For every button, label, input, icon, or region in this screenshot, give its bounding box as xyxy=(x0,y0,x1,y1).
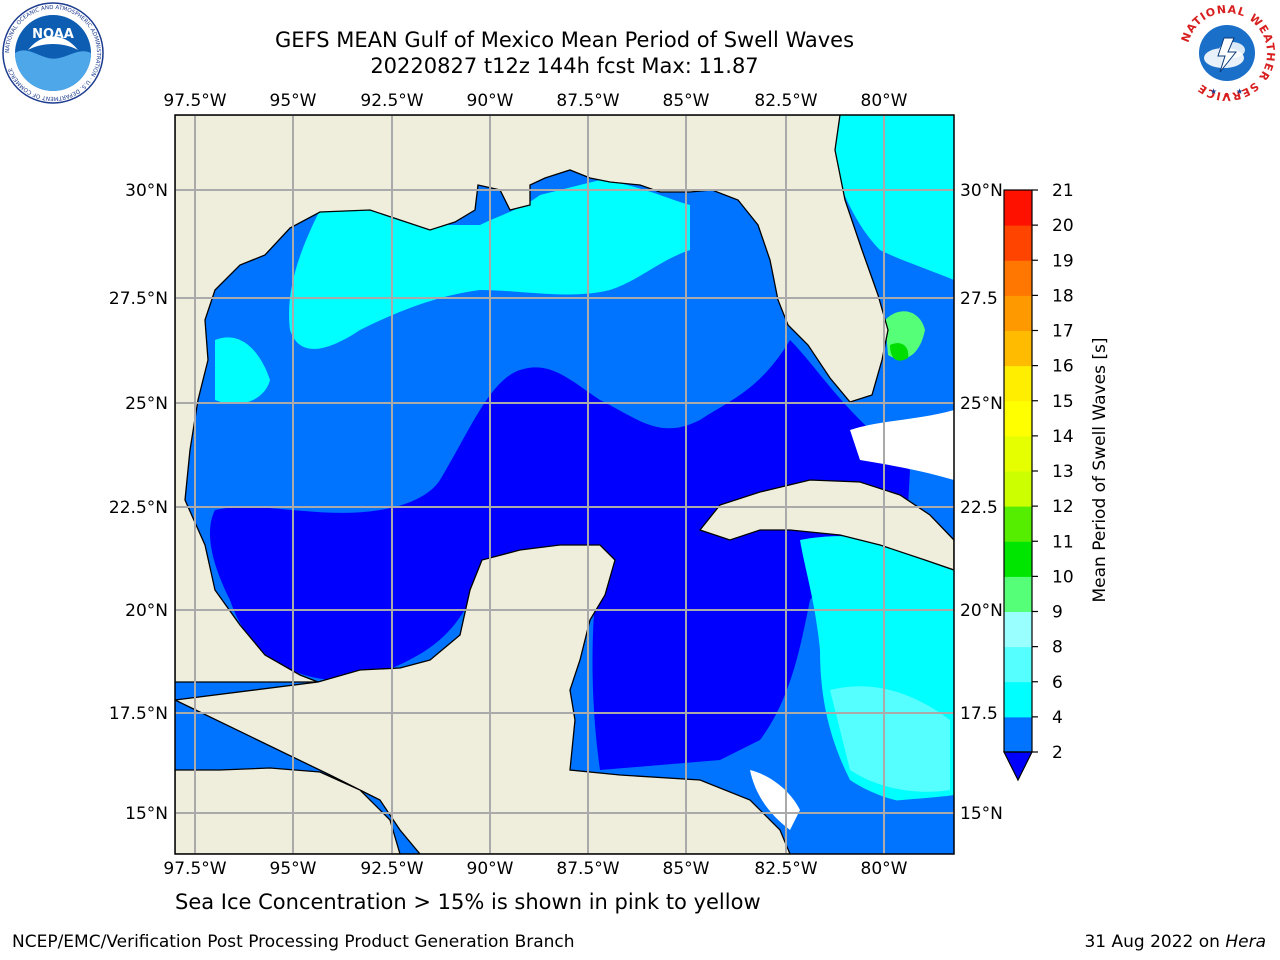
lat-label-right: 17.5 xyxy=(960,704,998,724)
lat-label-right: 27.5 xyxy=(960,289,998,309)
colorbar-tick-label: 13 xyxy=(1052,462,1074,482)
longitude-labels-top: 97.5°W 95°W 92.5°W 90°W 87.5°W 85°W 82.5°W 80°W xyxy=(163,91,907,111)
colorbar-segment xyxy=(1004,541,1032,577)
colorbar-segment xyxy=(1004,400,1032,437)
lon-label-top: 95°W xyxy=(270,91,317,111)
colorbar-segment xyxy=(1004,435,1032,472)
lat-label-left: 27.5°N xyxy=(109,289,168,309)
svg-text:★: ★ xyxy=(1210,87,1217,96)
colorbar: 2 4 6 8 9 10 11 12 13 14 15 16 17 18 19 20 21 xyxy=(1003,181,1074,782)
colorbar-segment xyxy=(1004,576,1032,612)
colorbar-label: Mean Period of Swell Waves [s] xyxy=(1090,338,1110,603)
sea-ice-note: Sea Ice Concentration > 15% is shown in … xyxy=(175,890,761,914)
colorbar-segment xyxy=(1004,260,1032,296)
lon-label-top: 87.5°W xyxy=(556,91,619,111)
map-subtitle: 20220827 t12z 144h fcst Max: 11.87 xyxy=(370,54,759,78)
footer-credit: NCEP/EMC/Verification Post Processing Pr… xyxy=(12,932,575,952)
lat-label-left: 17.5°N xyxy=(109,704,168,724)
period-zone-10-11-florida xyxy=(890,343,909,361)
svg-text:★: ★ xyxy=(1236,87,1243,96)
colorbar-tick-label: 14 xyxy=(1052,427,1074,447)
lat-label-right: 25°N xyxy=(960,394,1003,414)
colorbar-tick-label: 17 xyxy=(1052,322,1074,342)
colorbar-tick-label: 19 xyxy=(1052,251,1074,271)
colorbar-segment xyxy=(1004,365,1032,402)
map-frame xyxy=(174,114,955,855)
colorbar-segment xyxy=(1004,611,1032,648)
latitude-labels-left: 30°N 27.5°N 25°N 22.5°N 20°N 17.5°N 15°N xyxy=(109,181,168,824)
colorbar-tick-label: 9 xyxy=(1052,603,1063,623)
period-zone-4-6-east xyxy=(830,115,954,280)
svg-text:★: ★ xyxy=(1223,91,1230,100)
colorbar-tick-label: 12 xyxy=(1052,497,1074,517)
lat-label-right: 22.5 xyxy=(960,498,998,518)
colorbar-tick-label: 15 xyxy=(1052,392,1074,412)
colorbar-segment xyxy=(1004,506,1032,542)
colorbar-tick-label: 16 xyxy=(1052,357,1074,377)
lon-label-top: 85°W xyxy=(663,91,710,111)
footer-machine: Hera xyxy=(1225,932,1266,952)
footer-date-text: 31 Aug 2022 on xyxy=(1084,932,1226,952)
lon-label-bottom: 80°W xyxy=(861,859,908,879)
lat-label-right: 20°N xyxy=(960,601,1003,621)
footer-date: 31 Aug 2022 on Hera xyxy=(1084,932,1266,952)
colorbar-segment xyxy=(1004,295,1032,331)
lon-label-top: 80°W xyxy=(861,91,908,111)
colorbar-segment xyxy=(1004,716,1032,753)
lon-label-bottom: 87.5°W xyxy=(556,859,619,879)
colorbar-segment xyxy=(1004,330,1032,367)
lat-label-left: 15°N xyxy=(125,804,168,824)
map-title: GEFS MEAN Gulf of Mexico Mean Period of … xyxy=(274,28,855,52)
lat-label-right: 30°N xyxy=(960,181,1003,201)
colorbar-tick-label: 8 xyxy=(1052,638,1063,658)
lon-label-bottom: 90°W xyxy=(467,859,514,879)
lon-label-bottom: 82.5°W xyxy=(754,859,817,879)
noaa-logo-text: NOAA xyxy=(32,27,74,42)
land-north-america xyxy=(175,115,889,683)
colorbar-tick-label: 18 xyxy=(1052,286,1074,306)
colorbar-extend-triangle xyxy=(1003,751,1033,782)
noaa-logo: NOAA NATIONAL OCEANIC AND ATMOSPHERIC AD… xyxy=(2,2,104,104)
period-zone-4-6-west xyxy=(215,337,270,404)
longitude-labels-bottom: 97.5°W 95°W 92.5°W 90°W 87.5°W 85°W 82.5°W 80°W xyxy=(163,859,907,879)
nws-logo: NATIONAL WEATHER SERVICE ★ ★ ★ xyxy=(1178,3,1276,103)
period-zone-0-2 xyxy=(210,340,910,770)
colorbar-tick-label: 4 xyxy=(1052,708,1063,728)
lon-label-top: 92.5°W xyxy=(360,91,423,111)
colorbar-tick-label: 10 xyxy=(1052,567,1074,587)
lat-label-right: 15°N xyxy=(960,804,1003,824)
no-data-gulf-east xyxy=(750,770,800,830)
colorbar-segment xyxy=(1004,471,1032,507)
colorbar-segment xyxy=(1004,646,1032,683)
lat-label-left: 25°N xyxy=(125,394,168,414)
colorbar-tick-label: 20 xyxy=(1052,216,1074,236)
lon-label-bottom: 95°W xyxy=(270,859,317,879)
colorbar-segment xyxy=(1004,190,1032,226)
lon-label-bottom: 92.5°W xyxy=(360,859,423,879)
lat-label-left: 30°N xyxy=(125,181,168,201)
colorbar-segment xyxy=(1004,225,1032,261)
latitude-labels-right: 30°N 27.5 25°N 22.5 20°N 17.5 15°N xyxy=(960,181,1003,824)
graticule xyxy=(175,115,954,854)
colorbar-tick-label: 21 xyxy=(1052,181,1074,201)
colorbar-tick-label: 2 xyxy=(1052,743,1063,763)
lat-label-left: 22.5°N xyxy=(109,498,168,518)
lon-label-top: 82.5°W xyxy=(754,91,817,111)
land-bahamas xyxy=(850,410,954,480)
lat-label-left: 20°N xyxy=(125,601,168,621)
lon-label-top: 97.5°W xyxy=(163,91,226,111)
colorbar-tick-label: 11 xyxy=(1052,532,1074,552)
lon-label-top: 90°W xyxy=(467,91,514,111)
colorbar-segment xyxy=(1004,681,1032,718)
period-zone-2-4-caribbean-se xyxy=(830,795,954,854)
lon-label-bottom: 97.5°W xyxy=(163,859,226,879)
colorbar-tick-label: 6 xyxy=(1052,673,1063,693)
lon-label-bottom: 85°W xyxy=(663,859,710,879)
